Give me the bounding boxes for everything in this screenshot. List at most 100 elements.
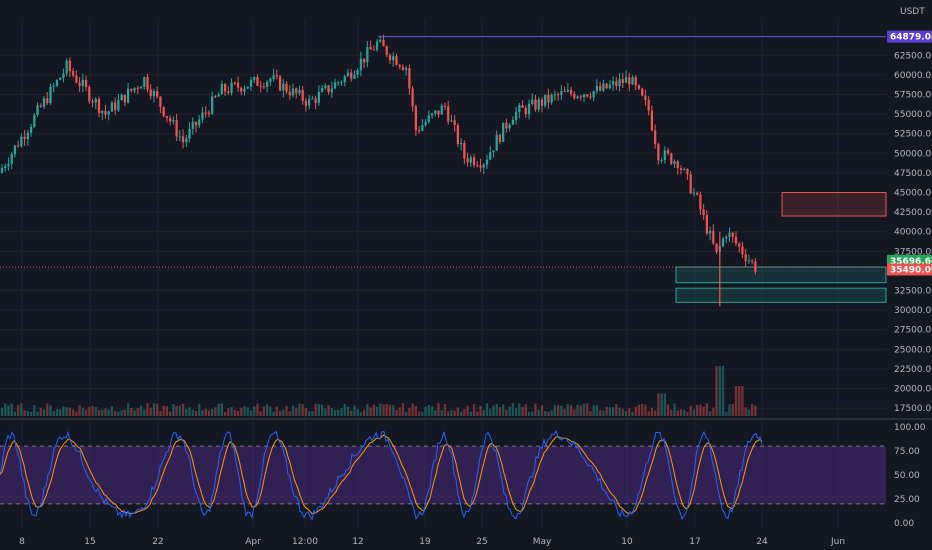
candle-body [505, 122, 508, 129]
volume-bar [398, 407, 401, 416]
volume-bar [204, 408, 207, 416]
volume-bar [236, 410, 240, 416]
candle-body [579, 96, 582, 98]
time-axis[interactable]: 8 15 22 Apr 12:00 12 19 25 May 10 17 24 Jun [19, 537, 845, 547]
volume-bar [317, 404, 320, 416]
candle-body [72, 71, 75, 76]
price-tick-label: 50000.00 [894, 149, 932, 159]
volume-bar [356, 408, 359, 416]
volume-bar [207, 410, 211, 416]
candle-body [557, 94, 560, 96]
candle-body [304, 100, 308, 106]
candle-body [68, 60, 72, 72]
price-tick-label: 25000.00 [894, 345, 932, 355]
volume-bar [738, 386, 741, 416]
candle-body [692, 192, 696, 194]
candle-body [615, 81, 618, 87]
candle-body [330, 88, 333, 93]
stoch-tick-label: 25.00 [894, 495, 920, 505]
candle-body [23, 136, 26, 139]
volume-bar [143, 409, 146, 416]
candle-body [524, 107, 527, 115]
volume-bar [68, 407, 72, 416]
volume-bar [534, 403, 537, 416]
candle-body [130, 88, 133, 91]
volume-bars [0, 366, 757, 416]
candle-body [0, 168, 4, 173]
volume-bar [227, 408, 230, 416]
price-axis[interactable]: 17500.00 20000.00 22500.00 25000.00 27500.00… [894, 51, 932, 529]
candle-body [317, 91, 320, 103]
candle-body [4, 166, 7, 169]
candle-body [375, 41, 379, 50]
candle-body [285, 83, 288, 92]
candle-body [534, 99, 537, 110]
volume-bar [198, 404, 201, 416]
volume-bar [295, 407, 298, 416]
candle-body [401, 66, 405, 70]
last-down-price-tag-bg [887, 263, 932, 276]
candle-body [424, 121, 427, 126]
volume-bar [366, 404, 369, 416]
candle-body [595, 86, 599, 92]
volume-bar [631, 411, 634, 416]
candle-body [586, 94, 589, 97]
time-tick-label: 24 [756, 537, 768, 547]
volume-bar [101, 409, 104, 416]
candle-body [576, 96, 579, 99]
candle-body [178, 136, 181, 138]
volume-bar [159, 410, 162, 416]
candle-body [427, 115, 430, 122]
candle-body [511, 119, 514, 125]
candle-body [211, 96, 214, 114]
candle-body [657, 144, 660, 161]
candle-body [569, 89, 573, 94]
candle-body [502, 122, 505, 142]
volume-bar [165, 405, 169, 416]
volume-bar [327, 404, 330, 416]
candle-body [731, 232, 734, 237]
candle-body [563, 90, 566, 92]
candle-body [676, 161, 679, 169]
price-tick-label: 37500.00 [894, 247, 932, 257]
stoch-band [0, 446, 886, 504]
volume-bar [343, 404, 346, 416]
candle-body [59, 77, 62, 81]
candle-body [10, 154, 13, 164]
candle-body [382, 39, 385, 47]
volume-bar [185, 408, 188, 416]
time-tick-label: 12 [352, 537, 363, 547]
volume-bar [447, 411, 450, 416]
candle-body [52, 85, 55, 87]
volume-bar [686, 411, 689, 416]
candle-body [624, 77, 628, 83]
volume-bar [62, 406, 65, 416]
volume-bar [4, 403, 7, 416]
candle-body [663, 150, 666, 160]
high-price-tag: 64879.08 [890, 33, 932, 43]
candle-body [120, 94, 123, 101]
volume-bar [52, 411, 55, 416]
volume-bar [482, 410, 485, 416]
volume-bar [734, 386, 738, 416]
candle-body [702, 209, 705, 215]
candle-body [185, 138, 188, 143]
candle-body [463, 143, 466, 159]
candle-body [721, 238, 725, 247]
candle-body [605, 83, 608, 89]
volume-bar [259, 411, 262, 416]
candle-body [207, 112, 211, 114]
volume-bar [55, 409, 59, 416]
candle-body [97, 98, 101, 114]
candle-body [498, 135, 502, 142]
time-tick-label: 15 [84, 537, 95, 547]
candle-body [288, 91, 291, 96]
volume-bar [359, 411, 363, 416]
candle-body [191, 121, 194, 129]
volume-bar [644, 404, 647, 416]
volume-bar [375, 406, 379, 416]
volume-bar [211, 409, 214, 416]
volume-bar [586, 403, 589, 416]
candle-body [350, 72, 353, 79]
